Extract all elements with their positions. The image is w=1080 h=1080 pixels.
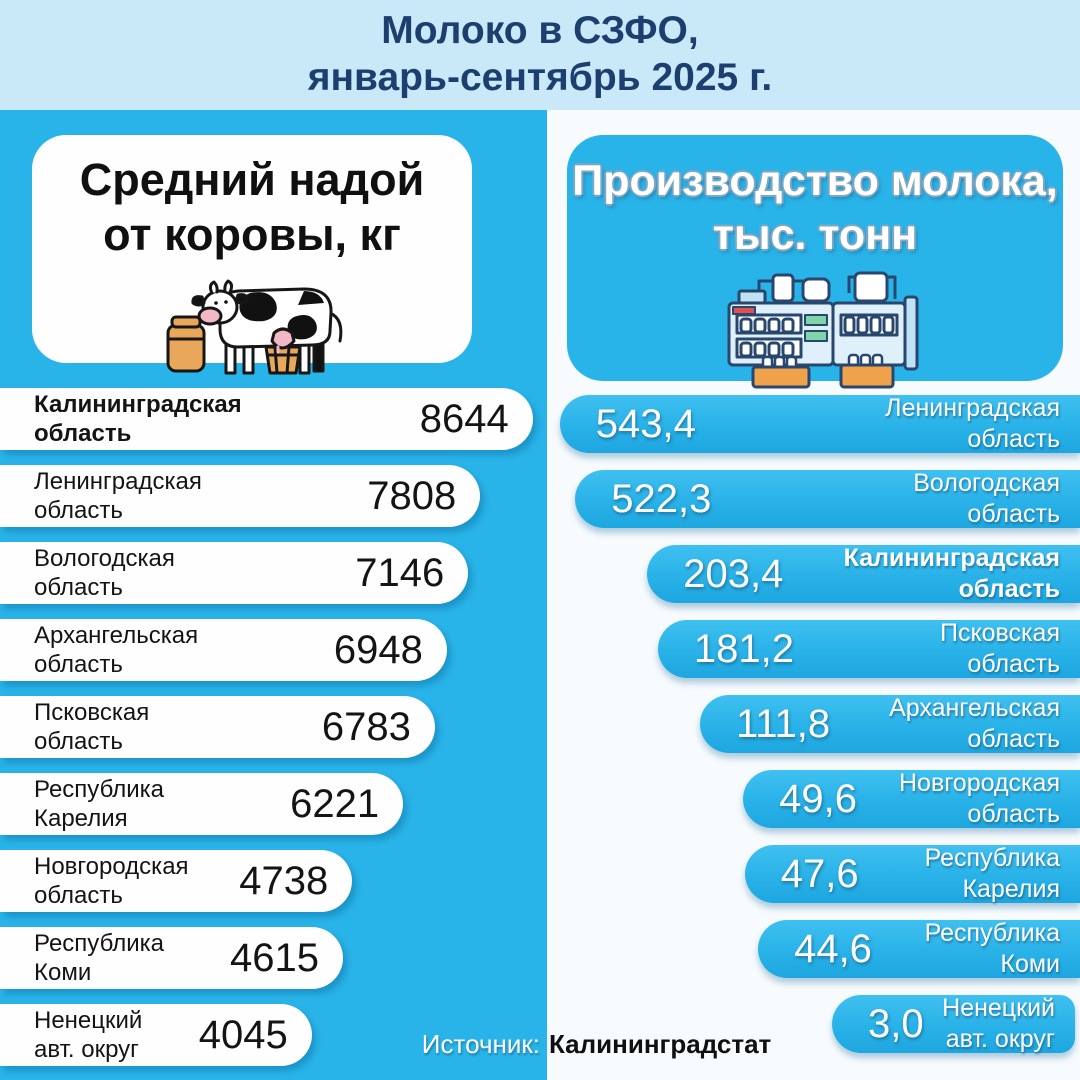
bar-row: 47,6 Республика Карелия bbox=[547, 844, 1080, 903]
bar-region-label: Ленинградская область bbox=[885, 394, 1060, 453]
bar-region-label: Новгородская область bbox=[899, 769, 1060, 828]
bar-region-label: Республика Карелия bbox=[924, 844, 1060, 903]
bar-value: 543,4 bbox=[595, 401, 696, 446]
bar-row: Республика Коми 4615 bbox=[0, 927, 547, 989]
bar-region-label: Псковская область bbox=[34, 698, 150, 755]
bar-value: 6221 bbox=[290, 781, 380, 826]
bar-row: 3,0 Ненецкий авт. округ bbox=[547, 994, 1080, 1053]
bar-row: 49,6 Новгородская область bbox=[547, 769, 1080, 828]
bar: 543,4 Ленинградская область bbox=[559, 394, 1080, 453]
bar-value: 3,0 bbox=[867, 1001, 924, 1046]
bar-row: Новгородская область 4738 bbox=[0, 850, 547, 912]
bar-region-label: Республика Карелия bbox=[34, 775, 165, 832]
bar: 49,6 Новгородская область bbox=[743, 769, 1080, 828]
page-title-line2: январь-сентябрь 2025 г. bbox=[307, 56, 773, 99]
bar-value: 4045 bbox=[198, 1012, 288, 1057]
bar-region-label: Новгородская область bbox=[34, 852, 189, 909]
bar: Псковская область 6783 bbox=[0, 696, 435, 758]
bar-row: 522,3 Вологодская область bbox=[547, 469, 1080, 528]
right-header-card: Производство молока, тыс. тонн bbox=[567, 135, 1063, 388]
bar-value: 6948 bbox=[333, 627, 423, 672]
bar-value: 6783 bbox=[321, 704, 411, 749]
panel-average-yield: Средний надой от коровы, кг bbox=[0, 110, 547, 1080]
bar-row: Псковская область 6783 bbox=[0, 696, 547, 758]
bar-region-label: Псковская область bbox=[939, 619, 1060, 678]
bar-value: 4615 bbox=[229, 935, 319, 980]
left-header-card: Средний надой от коровы, кг bbox=[32, 135, 472, 375]
bar: 47,6 Республика Карелия bbox=[744, 844, 1080, 903]
bar-row: 543,4 Ленинградская область bbox=[547, 394, 1080, 453]
source-label: Источник: bbox=[421, 1029, 540, 1059]
bar: Новгородская область 4738 bbox=[0, 850, 353, 912]
bar-region-label: Калининградская область bbox=[843, 544, 1060, 603]
bar-value: 181,2 bbox=[693, 626, 794, 671]
bar-row: Архангельская область 6948 bbox=[0, 619, 547, 681]
bar-value: 522,3 bbox=[611, 476, 712, 521]
bar: Калининградская область 8644 bbox=[0, 388, 533, 450]
dairy-factory-icon bbox=[699, 269, 931, 394]
page-title: Молоко в СЗФО, январь-сентябрь 2025 г. bbox=[0, 0, 1080, 110]
bar-row: Республика Карелия 6221 bbox=[0, 773, 547, 835]
cow-icon bbox=[154, 269, 350, 382]
bar-region-label: Вологодская область bbox=[913, 469, 1060, 528]
bar-row: 203,4 Калининградская область bbox=[547, 544, 1080, 603]
bar-value: 44,6 bbox=[794, 926, 872, 971]
bar: Республика Карелия 6221 bbox=[0, 773, 404, 835]
bar-value: 7146 bbox=[355, 550, 445, 595]
source-value: Калининградстат bbox=[549, 1029, 772, 1059]
bar: 203,4 Калининградская область bbox=[647, 544, 1080, 603]
bar-region-label: Архангельская область bbox=[889, 694, 1060, 753]
bar: 3,0 Ненецкий авт. округ bbox=[831, 994, 1075, 1053]
bar: 181,2 Псковская область bbox=[657, 619, 1080, 678]
bar-row: 111,8 Архангельская область bbox=[547, 694, 1080, 753]
bar-value: 7808 bbox=[367, 473, 457, 518]
source-line: Источник: Калининградстат bbox=[0, 1029, 1080, 1060]
bar: Архангельская область 6948 bbox=[0, 619, 447, 681]
right-header-title: Производство молока, тыс. тонн bbox=[572, 157, 1058, 259]
bar: Ленинградская область 7808 bbox=[0, 465, 481, 527]
bar-region-label: Ленинградская область bbox=[34, 467, 202, 524]
bar-value: 49,6 bbox=[779, 776, 858, 821]
bar-region-label: Вологодская область bbox=[34, 544, 175, 601]
left-header-title: Средний надой от коровы, кг bbox=[79, 154, 425, 260]
bar-region-label: Архангельская область bbox=[34, 621, 199, 678]
milk-production-bars: 543,4 Ленинградская область 522,3 Волого… bbox=[547, 394, 1080, 1053]
bar-value: 47,6 bbox=[780, 851, 859, 896]
bar-row: 44,6 Республика Коми bbox=[547, 919, 1080, 978]
bar-row: Вологодская область 7146 bbox=[0, 542, 547, 604]
bar: Вологодская область 7146 bbox=[0, 542, 469, 604]
bar: 44,6 Республика Коми bbox=[758, 919, 1080, 978]
bar: 522,3 Вологодская область bbox=[575, 469, 1080, 528]
bar: Республика Коми 4615 bbox=[0, 927, 343, 989]
bar-row: Ленинградская область 7808 bbox=[0, 465, 547, 527]
bar-region-label: Калининградская область bbox=[34, 390, 242, 447]
panel-milk-production: Производство молока, тыс. тонн bbox=[547, 110, 1080, 1080]
bar-region-label: Республика Коми bbox=[924, 919, 1060, 978]
bar-value: 4738 bbox=[239, 858, 329, 903]
bar: Ненецкий авт. округ 4045 bbox=[0, 1004, 312, 1066]
bar-row: Ненецкий авт. округ 4045 bbox=[0, 1004, 547, 1066]
bar-value: 8644 bbox=[419, 396, 509, 441]
bar-region-label: Республика Коми bbox=[34, 929, 165, 986]
bar-row: Калининградская область 8644 bbox=[0, 388, 547, 450]
bar-region-label: Ненецкий авт. округ bbox=[942, 994, 1055, 1053]
bar: 111,8 Архангельская область bbox=[699, 694, 1080, 753]
page-title-line1: Молоко в СЗФО, bbox=[381, 9, 699, 53]
bar-region-label: Ненецкий авт. округ bbox=[34, 1006, 143, 1063]
bar-row: 181,2 Псковская область bbox=[547, 619, 1080, 678]
bar-value: 203,4 bbox=[683, 551, 784, 596]
bar-value: 111,8 bbox=[735, 701, 831, 746]
average-yield-bars: Калининградская область 8644 Ленинградск… bbox=[0, 388, 547, 1066]
